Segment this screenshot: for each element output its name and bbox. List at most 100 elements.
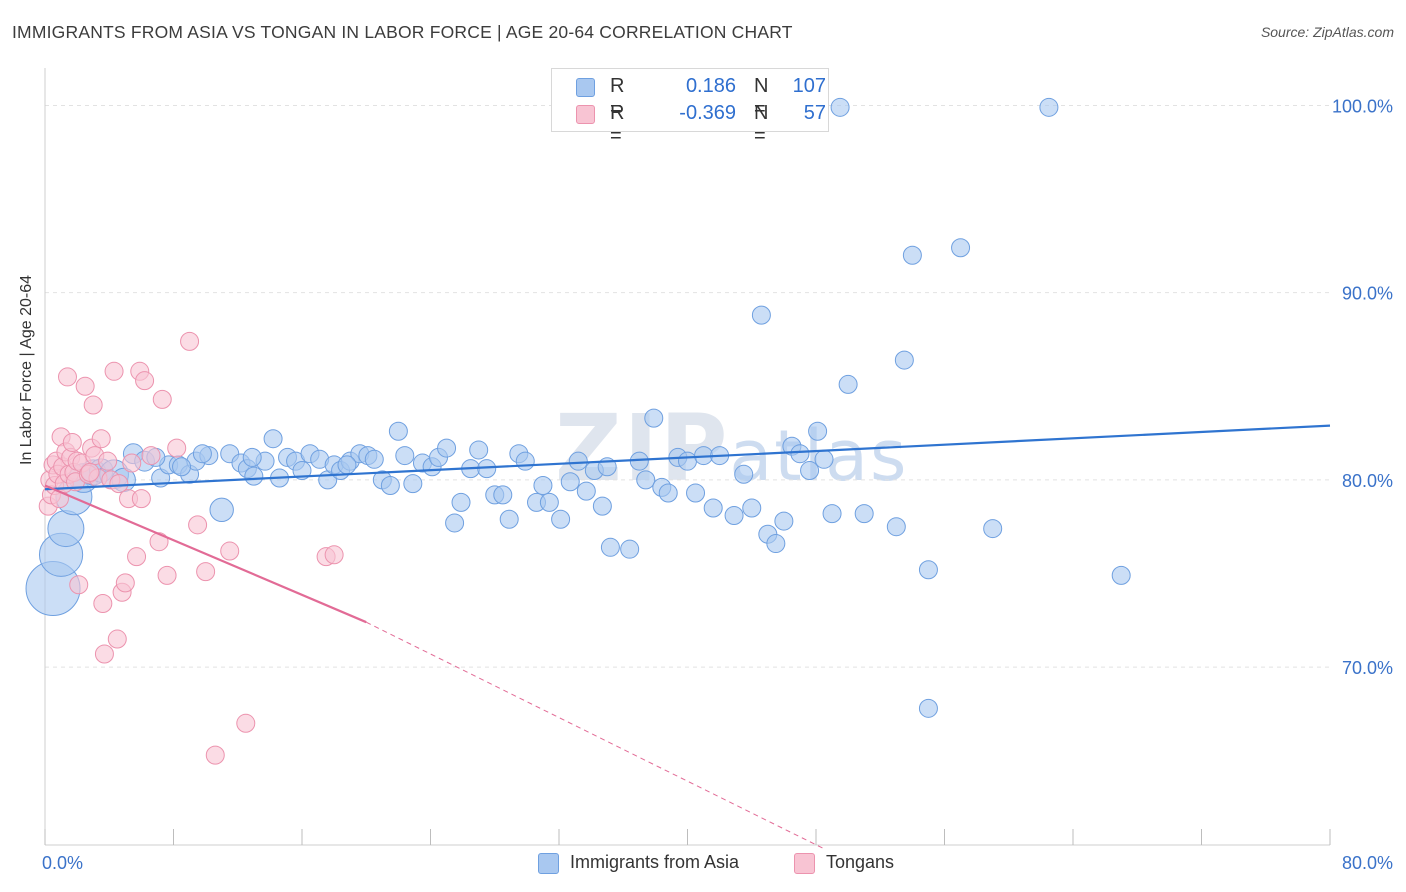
legend-n-value: 107	[792, 75, 826, 97]
legend-swatch-asia	[576, 78, 595, 97]
point-asia	[192, 444, 212, 464]
point-asia	[636, 470, 656, 490]
point-asia	[838, 374, 858, 394]
point-tongan	[94, 644, 114, 664]
point-asia	[469, 440, 489, 460]
point-asia	[951, 238, 971, 258]
legend-swatch-tongans	[576, 105, 595, 124]
point-asia	[364, 449, 384, 469]
point-asia	[592, 496, 612, 516]
point-tongan	[122, 453, 142, 473]
trendline-asia	[44, 424, 1331, 491]
point-asia	[568, 451, 588, 471]
point-tongan	[93, 593, 113, 613]
point-asia	[437, 438, 457, 458]
point-asia	[395, 446, 415, 466]
point-asia	[1039, 97, 1059, 117]
y-tick-label: 100.0%	[1332, 96, 1393, 116]
point-asia	[814, 449, 834, 469]
point-asia	[242, 447, 262, 467]
point-tongan	[157, 565, 177, 585]
point-asia	[902, 245, 922, 265]
point-asia	[894, 350, 914, 370]
point-tongan	[127, 547, 147, 567]
point-asia	[620, 539, 640, 559]
legend-r-label: R =	[610, 102, 625, 147]
bottom-legend-swatch-asia	[538, 853, 559, 874]
point-asia	[551, 509, 571, 529]
point-tongan	[57, 367, 77, 387]
legend-n-label: N =	[754, 75, 769, 120]
trendline-tongan	[44, 484, 367, 624]
point-tongan	[236, 713, 256, 733]
bottom-legend-label-asia: Immigrants from Asia	[570, 852, 740, 872]
point-tongan	[115, 573, 135, 593]
bottom-legend-swatch-tongans	[794, 853, 815, 874]
legend-r-value: 0.186	[685, 75, 736, 97]
point-tongan	[188, 515, 208, 535]
point-asia	[734, 464, 754, 484]
point-tongan	[205, 745, 225, 765]
point-asia	[263, 429, 283, 449]
point-tongan	[141, 446, 161, 466]
point-asia	[886, 517, 906, 537]
point-asia	[515, 451, 535, 471]
y-tick-label: 80.0%	[1342, 471, 1393, 491]
point-tongan	[220, 541, 240, 561]
point-asia	[451, 492, 471, 512]
point-tongan	[104, 361, 124, 381]
stats-legend: R = 0.186 N = 107 R = -0.369 N = 57	[551, 68, 829, 147]
point-tongan	[91, 429, 111, 449]
point-asia	[742, 498, 762, 518]
point-tongan	[135, 371, 155, 391]
source-label: Source: ZipAtlas.com	[1260, 24, 1394, 40]
y-axis-label: In Labor Force | Age 20-64	[18, 274, 35, 465]
point-asia	[766, 534, 786, 554]
point-asia	[918, 698, 938, 718]
point-asia	[800, 461, 820, 481]
point-asia	[560, 472, 580, 492]
point-asia	[808, 421, 828, 441]
point-asia	[380, 476, 400, 496]
legend-r-value: -0.369	[679, 102, 736, 124]
point-asia	[209, 497, 234, 523]
legend-n-value: 57	[803, 102, 826, 124]
point-asia	[47, 510, 85, 548]
point-asia	[292, 461, 312, 481]
legend-n-label: N =	[754, 102, 769, 147]
point-asia	[751, 305, 771, 325]
point-asia	[499, 509, 519, 529]
point-asia	[337, 455, 357, 475]
point-asia	[658, 483, 678, 503]
point-tongan	[83, 395, 103, 415]
point-asia	[1111, 565, 1131, 585]
point-asia	[724, 505, 744, 525]
y-tick-label: 90.0%	[1342, 284, 1393, 304]
trendline-extension-tongan	[366, 621, 825, 850]
point-tongan	[180, 331, 200, 351]
point-tongan	[152, 389, 172, 409]
point-tongan	[149, 532, 169, 552]
legend-r-label: R =	[610, 75, 625, 120]
x-tick-label: 0.0%	[42, 853, 83, 873]
point-asia	[493, 485, 513, 505]
point-asia	[388, 421, 408, 441]
point-asia	[678, 451, 697, 471]
point-asia	[918, 560, 938, 580]
point-asia	[244, 466, 264, 486]
point-tongan	[75, 376, 95, 396]
chart-title: IMMIGRANTS FROM ASIA VS TONGAN IN LABOR …	[12, 22, 793, 42]
point-tongan	[69, 575, 89, 595]
point-tongan	[324, 545, 344, 565]
point-tongan	[167, 438, 187, 458]
point-tongan	[80, 462, 100, 482]
point-tongan	[62, 432, 82, 452]
point-asia	[403, 474, 423, 494]
point-asia	[445, 513, 465, 533]
point-tongan	[107, 629, 127, 649]
point-tongan	[131, 489, 151, 509]
point-asia	[600, 537, 620, 557]
point-asia	[822, 504, 842, 524]
point-asia	[774, 511, 794, 531]
